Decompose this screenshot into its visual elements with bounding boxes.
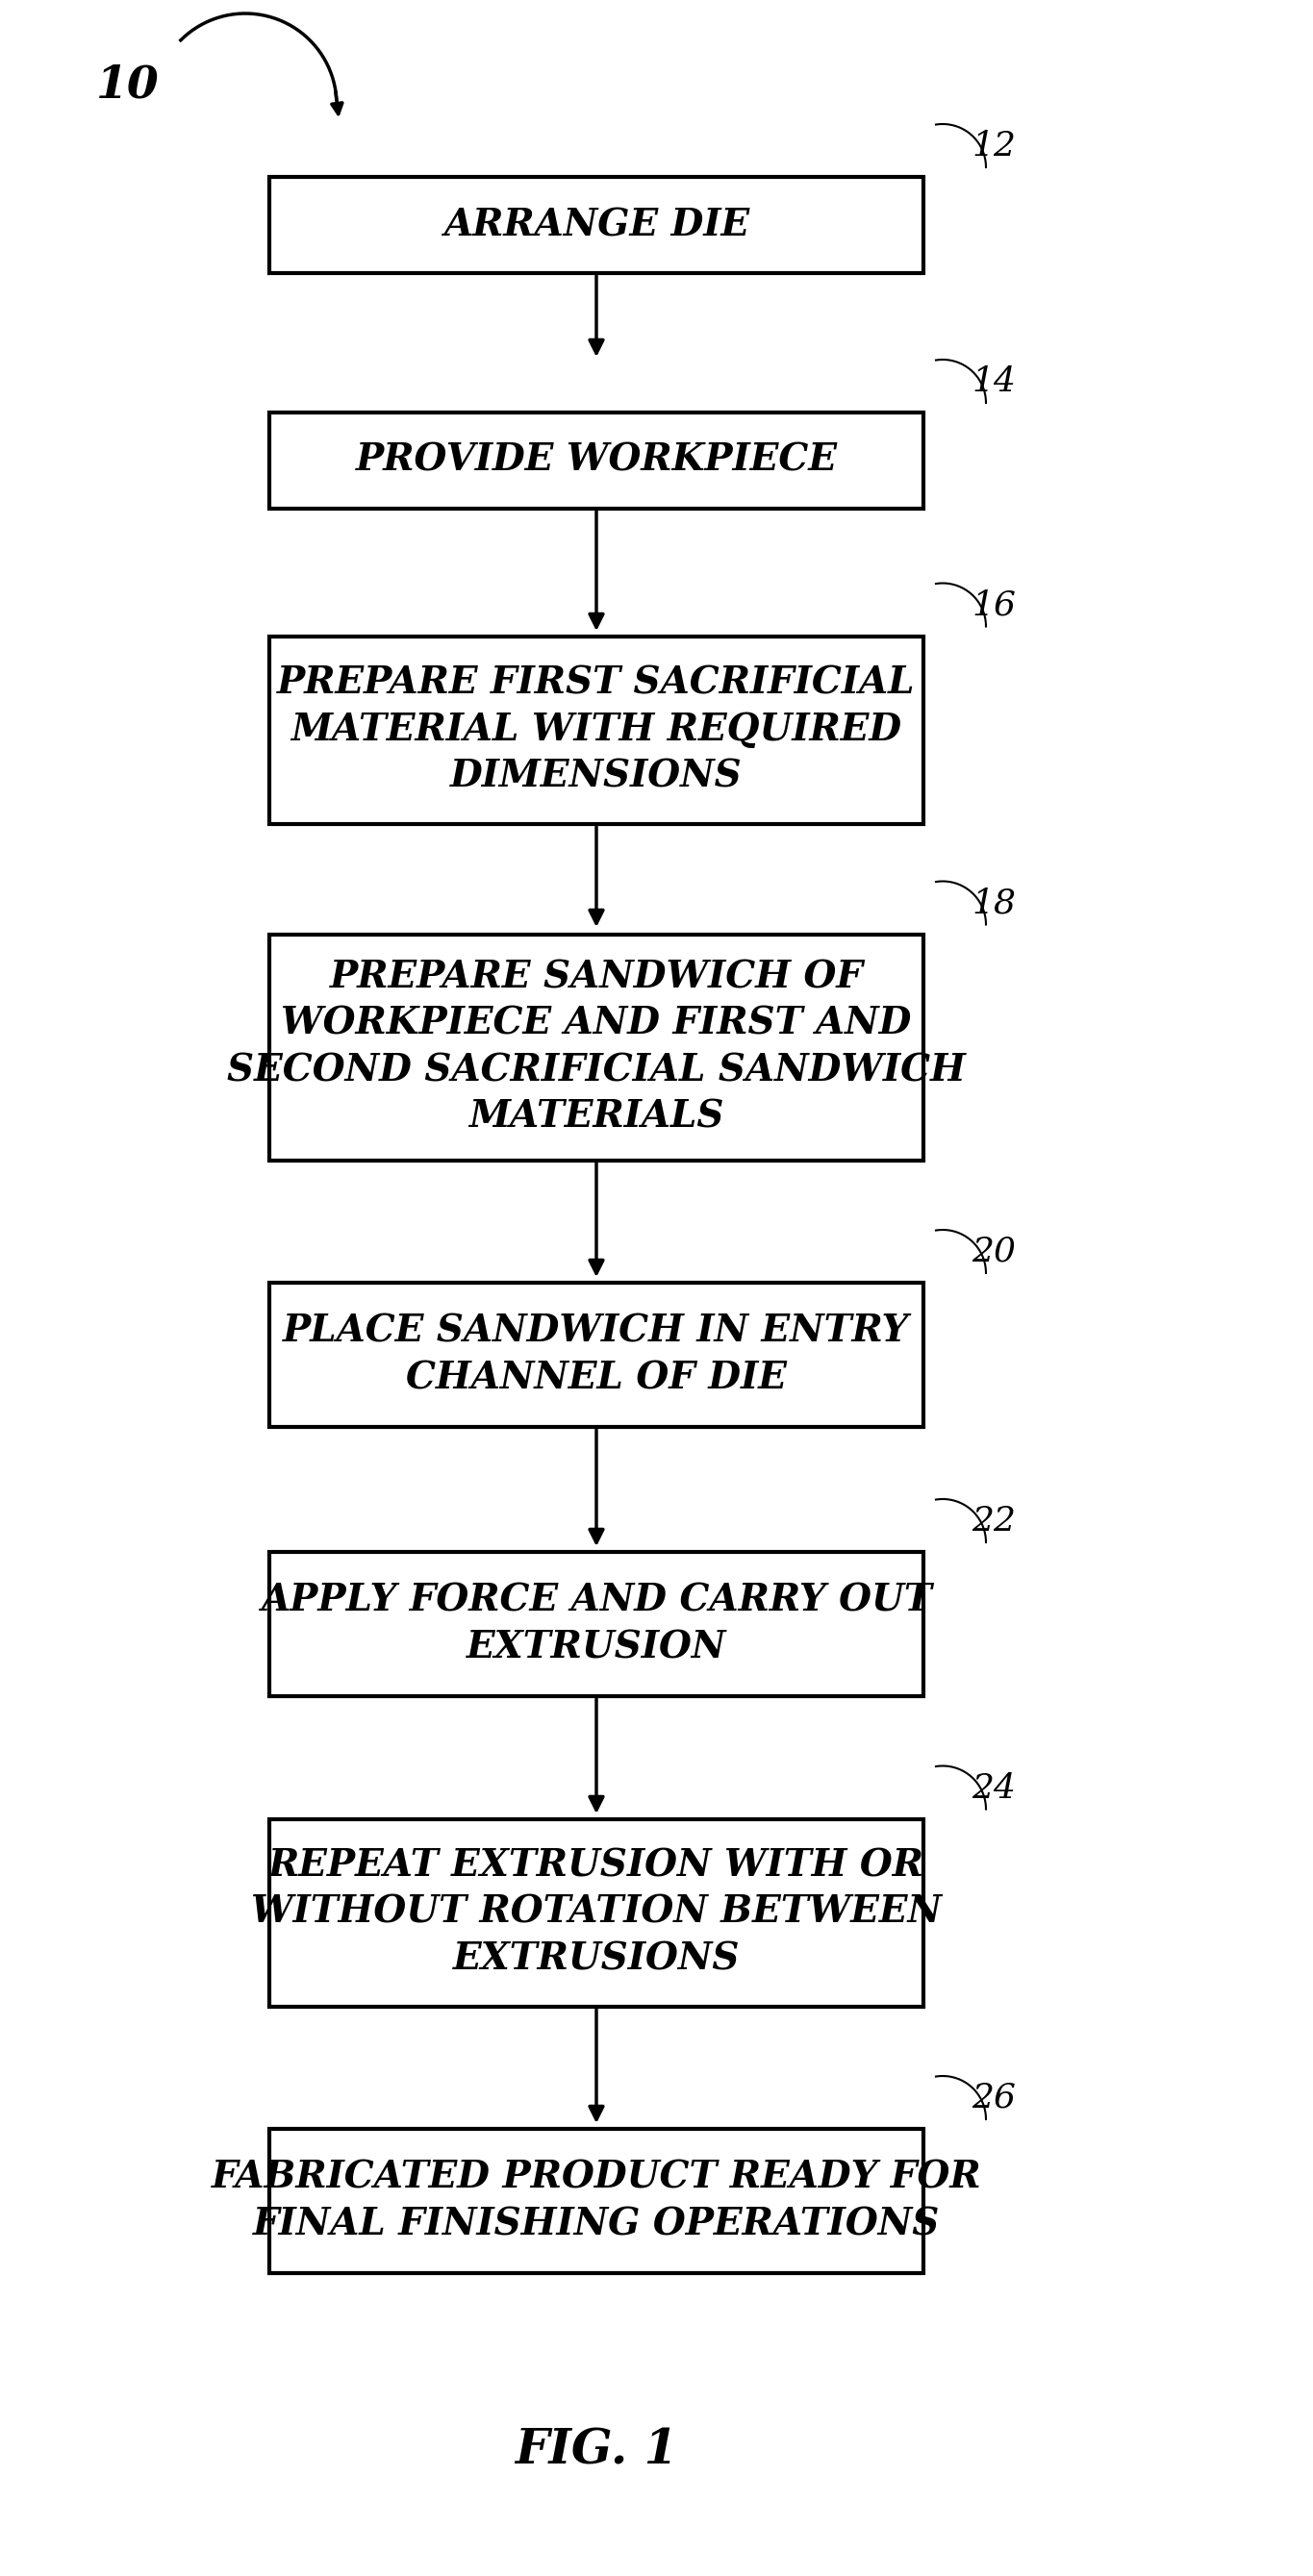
Text: 26: 26 [972,2081,1016,2115]
Bar [269,412,923,507]
Text: FABRICATED PRODUCT READY FOR
FINAL FINISHING OPERATIONS: FABRICATED PRODUCT READY FOR FINAL FINIS… [211,2159,981,2244]
Bar [269,935,923,1159]
Bar [269,1551,923,1695]
Text: 20: 20 [972,1236,1016,1267]
Text: PLACE SANDWICH IN ENTRY
CHANNEL OF DIE: PLACE SANDWICH IN ENTRY CHANNEL OF DIE [284,1314,910,1396]
Text: 16: 16 [972,590,1016,621]
Bar [269,1283,923,1427]
Bar [269,636,923,824]
Text: 18: 18 [972,886,1016,920]
Text: 24: 24 [972,1772,1016,1803]
Bar [269,1819,923,2007]
Text: ARRANGE DIE: ARRANGE DIE [444,206,750,242]
Text: 14: 14 [972,366,1016,399]
Text: REPEAT EXTRUSION WITH OR
WITHOUT ROTATION BETWEEN
EXTRUSIONS: REPEAT EXTRUSION WITH OR WITHOUT ROTATIO… [251,1847,941,1978]
Bar [269,178,923,273]
Text: PROVIDE WORKPIECE: PROVIDE WORKPIECE [356,443,838,479]
Text: APPLY FORCE AND CARRY OUT
EXTRUSION: APPLY FORCE AND CARRY OUT EXTRUSION [261,1582,932,1667]
Bar [269,2128,923,2272]
Text: 12: 12 [972,129,1016,162]
Text: PREPARE FIRST SACRIFICIAL
MATERIAL WITH REQUIRED
DIMENSIONS: PREPARE FIRST SACRIFICIAL MATERIAL WITH … [277,665,915,796]
Text: PREPARE SANDWICH OF
WORKPIECE AND FIRST AND
SECOND SACRIFICIAL SANDWICH
MATERIAL: PREPARE SANDWICH OF WORKPIECE AND FIRST … [227,958,965,1136]
Text: 10: 10 [96,64,159,108]
Text: FIG. 1: FIG. 1 [515,2427,678,2476]
Text: 22: 22 [972,1504,1016,1538]
